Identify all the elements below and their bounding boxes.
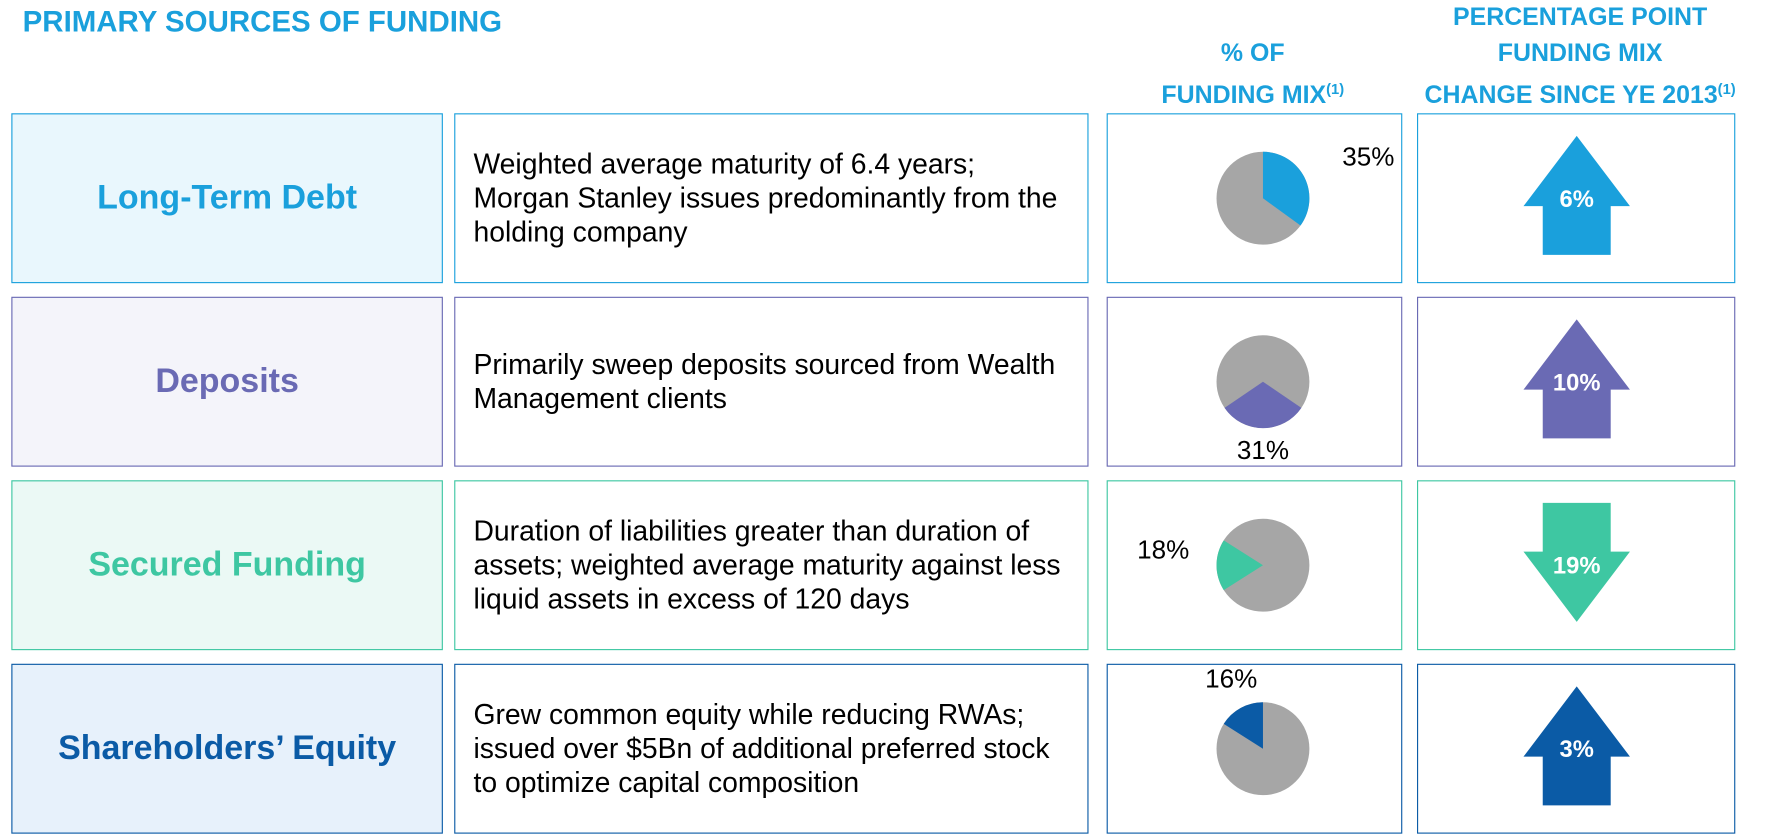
source-name: Shareholders’ Equity — [11, 663, 443, 834]
change-arrow — [1523, 686, 1630, 806]
share-label: 35% — [1342, 141, 1394, 171]
column-header: PERCENTAGE POINT FUNDING MIX CHANGE SINCE … — [1388, 0, 1773, 113]
change-label: 6% — [1560, 186, 1594, 213]
share-cell — [1106, 296, 1403, 467]
change-label: 10% — [1553, 369, 1601, 396]
pie-slice — [1223, 702, 1263, 749]
source-description: Weighted average maturity of 6.4 years; … — [454, 113, 1089, 284]
header-line: % OF — [1220, 38, 1285, 67]
change-label: 19% — [1553, 553, 1601, 580]
share-label: 16% — [1205, 664, 1257, 694]
change-cell — [1417, 113, 1736, 284]
header-line: PERCENTAGE POINT — [1452, 2, 1708, 31]
source-description: Primarily sweep deposits sourced from We… — [454, 296, 1089, 467]
slide-title: PRIMARY SOURCES OF FUNDING — [22, 4, 503, 39]
source-description: Grew common equity while reducing RWAs; … — [454, 663, 1089, 834]
change-arrow — [1523, 502, 1630, 622]
change-arrow — [1523, 135, 1630, 255]
footnote-ref: (1) — [1326, 80, 1345, 98]
change-label: 3% — [1560, 736, 1594, 763]
source-description: Duration of liabilities greater than dur… — [454, 480, 1089, 651]
header-line: FUNDING MIX — [1497, 38, 1663, 67]
share-cell — [1106, 480, 1403, 651]
share-cell — [1106, 663, 1403, 834]
footnote-ref: (1) — [1717, 80, 1736, 98]
source-name: Secured Funding — [11, 480, 443, 651]
change-arrow — [1523, 319, 1630, 439]
column-header: % OF FUNDING MIX(1) — [1060, 35, 1445, 113]
header-line: FUNDING MIX(1) — [1161, 80, 1345, 109]
pie-slice — [1262, 151, 1310, 226]
header-line: CHANGE SINCE YE 2013(1) — [1424, 80, 1736, 109]
source-name: Long-Term Debt — [11, 113, 443, 284]
change-cell — [1417, 296, 1736, 467]
share-label: 18% — [1137, 534, 1189, 564]
share-cell — [1106, 113, 1403, 284]
source-name: Deposits — [11, 296, 443, 467]
pie-slice — [1216, 540, 1263, 591]
pie-slice — [1224, 381, 1302, 429]
share-label: 31% — [1237, 435, 1289, 465]
change-cell — [1417, 480, 1736, 651]
change-cell — [1417, 663, 1736, 834]
